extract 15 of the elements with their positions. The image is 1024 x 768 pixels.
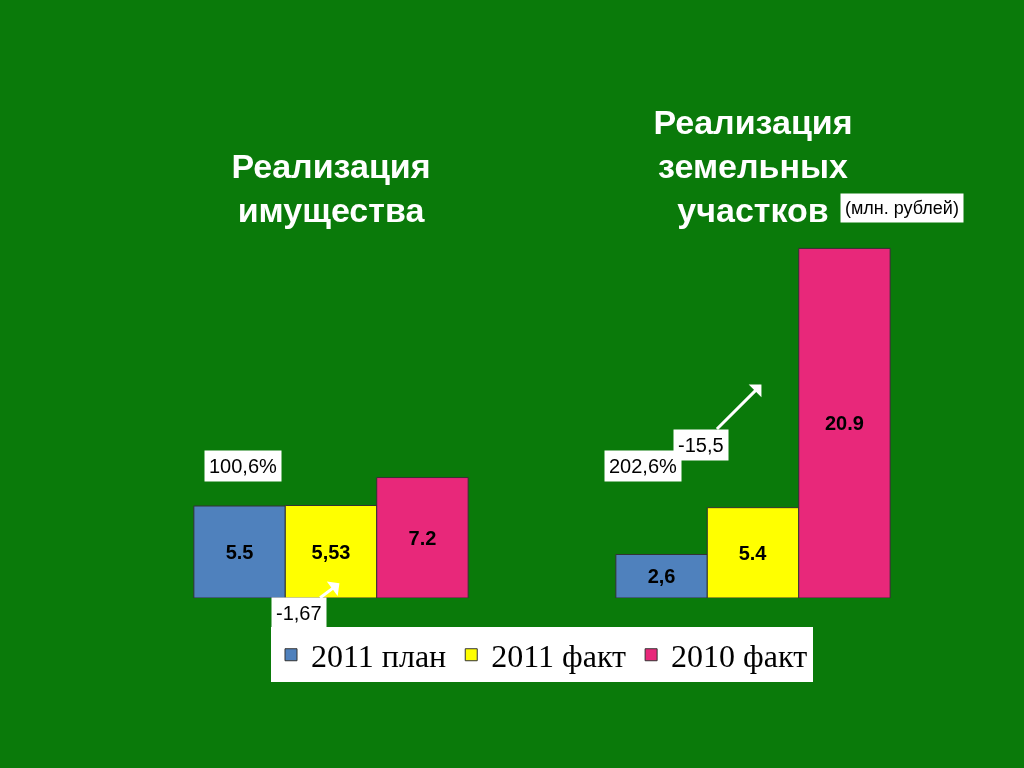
data-label: 2,6 xyxy=(647,565,676,588)
data-label: 5.5 xyxy=(225,541,254,563)
legend-label: 2011 факт xyxy=(491,638,627,675)
annotation: -15,5 xyxy=(678,434,724,456)
data-label: 5.4 xyxy=(738,541,768,564)
data-label: 7.2 xyxy=(408,526,437,549)
text: (млн. рублей) xyxy=(845,198,959,218)
legend-label: 2010 факт xyxy=(671,638,808,675)
data-label: 20.9 xyxy=(824,412,864,435)
annotation: 100,6% xyxy=(209,455,278,477)
data-label: 5,53 xyxy=(311,540,351,563)
annotation: 202,6% xyxy=(609,455,678,477)
text: -1,67 xyxy=(276,602,322,624)
legend-label: 2011 план xyxy=(311,638,447,675)
x-tick-label: Реализация имущества xyxy=(231,147,431,230)
